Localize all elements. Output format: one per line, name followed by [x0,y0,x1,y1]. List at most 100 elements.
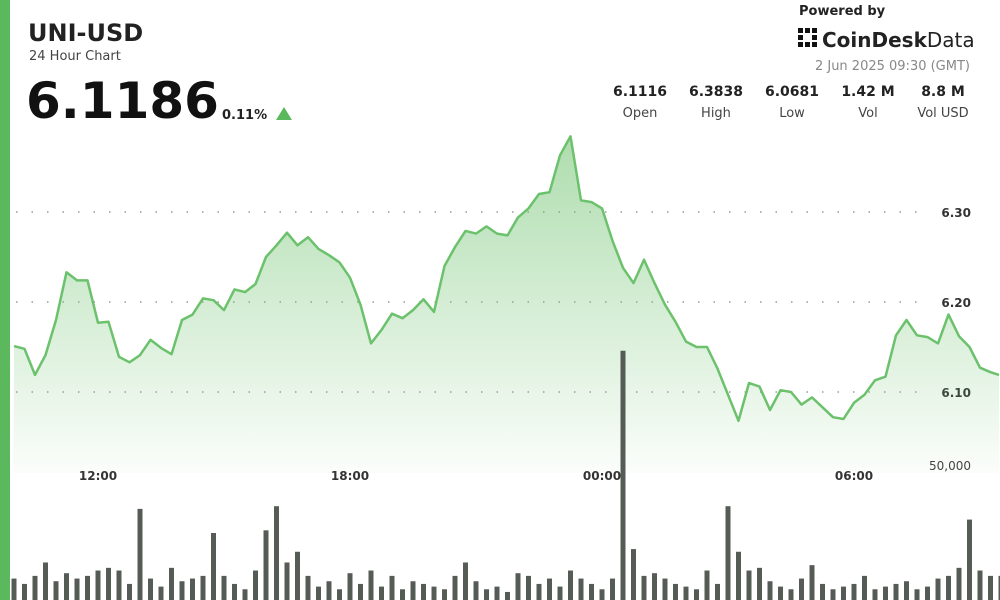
volume-bar [11,578,17,600]
stat-label: Vol USD [917,106,968,121]
volume-bar [221,575,227,600]
volume-bar [547,578,552,600]
stat-value: 1.42 M [841,84,894,100]
volume-bar [568,570,573,600]
volume-bar [232,583,237,600]
volume-bar [463,562,468,600]
volume-bar [767,581,773,600]
volume-bar [914,589,920,600]
volume-bar [158,586,164,600]
volume-bar [452,575,458,600]
volume-bar [620,350,626,600]
subtitle: 24 Hour Chart [29,49,121,64]
volume-bar [788,589,794,600]
volume-bar [746,570,752,600]
brand-name: CoinDeskData [822,28,975,52]
volume-bar [116,570,122,600]
timestamp: 2 Jun 2025 09:30 (GMT) [815,59,970,74]
volume-bar [893,583,899,600]
volume-bar [578,578,584,600]
volume-bar [872,589,878,600]
brand-logo [798,28,817,47]
volume-bar [725,506,731,600]
volume-bar [106,567,111,600]
volume-bar [274,506,279,600]
volume-bar [715,583,720,600]
volume-bar [64,573,69,600]
volume-bar [851,583,857,600]
volume-bar [925,586,930,600]
volume-bar [263,530,269,600]
volume-bar [494,586,500,600]
volume-bar [631,549,636,600]
brand-name-suffix: Data [927,28,975,52]
volume-bar [169,567,174,600]
volume-bar [337,589,342,600]
volume-bar [662,578,668,600]
volume-bar [295,551,300,600]
volume-bar [127,583,132,600]
volume-bar [820,583,825,600]
volume-bar [977,570,983,600]
volume-bar [809,565,815,600]
volume-bar [757,567,762,600]
volume-bar [379,586,384,600]
powered-by: Powered by [799,4,886,19]
volume-bar [190,578,195,600]
area [14,136,999,473]
volume-bar [683,586,689,600]
volume-bar [431,586,437,600]
brand-name-main: CoinDesk [822,28,928,52]
volume-bar [641,575,647,600]
y-tick-label: 6.20 [941,296,971,310]
volume-bar [400,589,405,600]
volume-bar [778,586,783,600]
volume-bar [74,578,80,600]
volume-bar [473,581,479,600]
volume-tick-label: 50,000 [929,459,971,473]
stat-label: Open [623,106,658,121]
volume-bar [358,583,363,600]
volume-bar [389,575,395,600]
volume-bar [284,562,290,600]
stat-value: 6.1116 [613,84,667,100]
volume-bar [505,591,510,600]
volume-bar [883,586,888,600]
accent-bar [0,0,10,600]
title: UNI-USD [28,19,143,47]
stat-label: Low [779,106,805,121]
up-arrow [276,107,292,120]
stat-label: Vol [858,106,877,121]
volume-bar [799,578,804,600]
volume-bar [526,575,531,600]
stat-value: 6.0681 [765,84,819,100]
volume-bar [946,575,951,600]
volume-bar [862,575,867,600]
volume-bar [326,581,332,600]
volume-bar [673,583,678,600]
volume-bar [484,589,489,600]
volume-bar [32,575,38,600]
volume-bar [694,589,699,600]
volume-bar [368,570,374,600]
stats: 6.1116 Open 6.3838 High 6.0681 Low 1.42 M Vol 8.… [613,84,969,121]
volume-bar [956,567,962,600]
change: 0.11% [222,108,267,123]
volume-bar [200,575,206,600]
volume-bar [22,583,27,600]
volume-bar [305,575,311,600]
volume-bar [53,581,59,600]
volume-bar [515,573,521,600]
volume-bar [242,589,248,600]
volume-bar [988,575,993,600]
volume-bar [85,575,90,600]
volume-bar [736,551,741,600]
volume-bar [442,589,447,600]
volume-bar [253,570,258,600]
volume-bar [652,573,657,600]
stat-value: 6.3838 [689,84,743,100]
volume-bar [137,508,143,600]
volume-bar [967,519,972,600]
